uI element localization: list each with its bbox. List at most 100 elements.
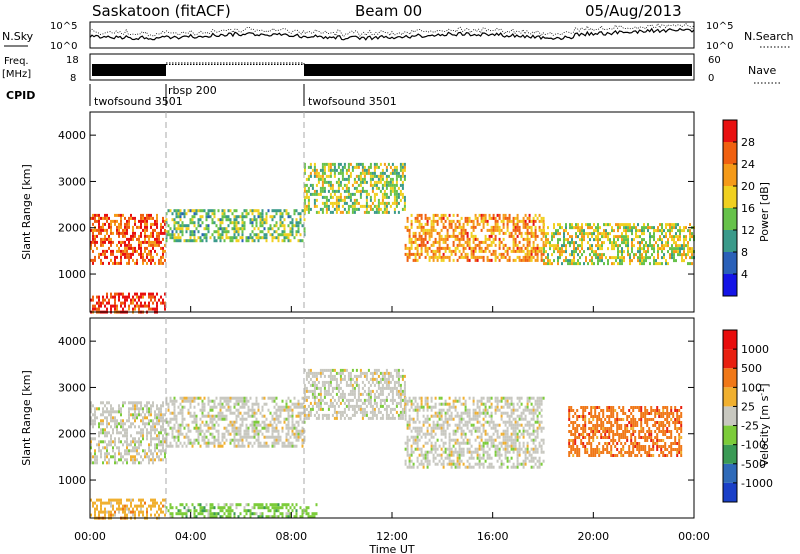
heatmap-cell (383, 407, 386, 411)
heatmap-cell (446, 234, 449, 238)
heatmap-cell (408, 453, 411, 457)
heatmap-cell (456, 450, 459, 454)
heatmap-cell (205, 218, 208, 222)
heatmap-cell (341, 392, 344, 396)
heatmap-cell (90, 243, 92, 247)
heatmap-cell (289, 414, 292, 418)
heatmap-cell (412, 234, 415, 238)
heatmap-cell (150, 216, 152, 220)
heatmap-cell (597, 235, 599, 239)
heatmap-cell (162, 225, 164, 229)
heatmap-cell (389, 171, 392, 175)
heatmap-cell (110, 258, 112, 262)
heatmap-cell (313, 395, 316, 399)
heatmap-cell (391, 183, 394, 187)
heatmap-cell (150, 222, 152, 226)
heatmap-cell (359, 183, 362, 187)
heatmap-cell (345, 186, 348, 190)
heatmap-cell (104, 213, 106, 217)
heatmap-cell (367, 192, 370, 196)
heatmap-cell (387, 180, 390, 184)
heatmap-cell (169, 420, 172, 424)
heatmap-cell (605, 223, 607, 227)
heatmap-cell (160, 301, 162, 305)
heatmap-cell (452, 438, 455, 442)
heatmap-cell (615, 244, 617, 248)
heatmap-cell (162, 301, 164, 305)
heatmap-cell (432, 414, 435, 418)
heatmap-cell (371, 404, 374, 408)
heatmap-cell (231, 429, 234, 433)
heatmap-cell (90, 407, 92, 411)
heatmap-cell (534, 246, 537, 250)
heatmap-cell (393, 186, 396, 190)
heatmap-cell (197, 209, 200, 213)
heatmap-cell (353, 389, 356, 393)
heatmap-cell (243, 227, 246, 231)
heatmap-cell (542, 216, 545, 220)
heatmap-cell (512, 237, 515, 241)
heatmap-cell (647, 247, 649, 251)
heatmap-cell (561, 250, 563, 254)
heatmap-cell (106, 449, 108, 453)
heatmap-cell (547, 226, 549, 230)
heatmap-cell (426, 462, 429, 466)
heatmap-cell (265, 402, 268, 406)
heatmap-cell (245, 423, 248, 427)
heatmap-cell (516, 216, 519, 220)
heatmap-cell (96, 455, 98, 459)
heatmap-cell (189, 209, 192, 213)
heatmap-cell (275, 414, 278, 418)
heatmap-cell (160, 255, 162, 259)
heatmap-cell (468, 417, 471, 421)
heatmap-cell (472, 450, 475, 454)
heatmap-cell (397, 401, 400, 405)
heatmap-cell (311, 404, 314, 408)
heatmap-cell (365, 195, 368, 199)
heatmap-cell (677, 223, 679, 227)
heatmap-cell (106, 213, 108, 217)
heatmap-cell (393, 198, 396, 202)
heatmap-cell (371, 183, 374, 187)
heatmap-cell (239, 426, 242, 430)
heatmap-cell (416, 426, 419, 430)
heatmap-cell (689, 256, 691, 260)
heatmap-cell (146, 407, 148, 411)
heatmap-cell (237, 432, 240, 436)
heatmap-cell (128, 401, 130, 405)
heatmap-cell (275, 221, 278, 225)
heatmap-cell (181, 411, 184, 415)
heatmap-cell (526, 243, 529, 247)
heatmap-cell (655, 259, 657, 263)
heatmap-cell (426, 465, 429, 469)
heatmap-cell (329, 162, 332, 166)
heatmap-cell (175, 215, 178, 219)
heatmap-cell (225, 429, 228, 433)
heatmap-cell (498, 216, 501, 220)
heatmap-cell (440, 456, 443, 460)
heatmap-cell (476, 417, 479, 421)
heatmap-cell (241, 405, 244, 409)
heatmap-cell (331, 368, 334, 372)
heatmap-cell (436, 222, 439, 226)
heatmap-cell (452, 405, 455, 409)
heatmap-cell (297, 420, 300, 424)
heatmap-cell (132, 407, 134, 411)
heatmap-cell (243, 432, 246, 436)
heatmap-cell (379, 162, 382, 166)
heatmap-cell (478, 411, 481, 415)
heatmap-cell (472, 399, 475, 403)
heatmap-cell (114, 307, 116, 311)
heatmap-cell (132, 498, 134, 502)
heatmap-cell (341, 413, 344, 417)
heatmap-cell (406, 447, 409, 451)
heatmap-cell (524, 246, 527, 250)
heatmap-cell (351, 207, 354, 211)
heatmap-cell (486, 237, 489, 241)
heatmap-cell (134, 504, 136, 508)
heatmap-cell (424, 435, 427, 439)
heatmap-cell (593, 232, 595, 236)
heatmap-cell (98, 298, 100, 302)
heatmap-cell (365, 210, 368, 214)
